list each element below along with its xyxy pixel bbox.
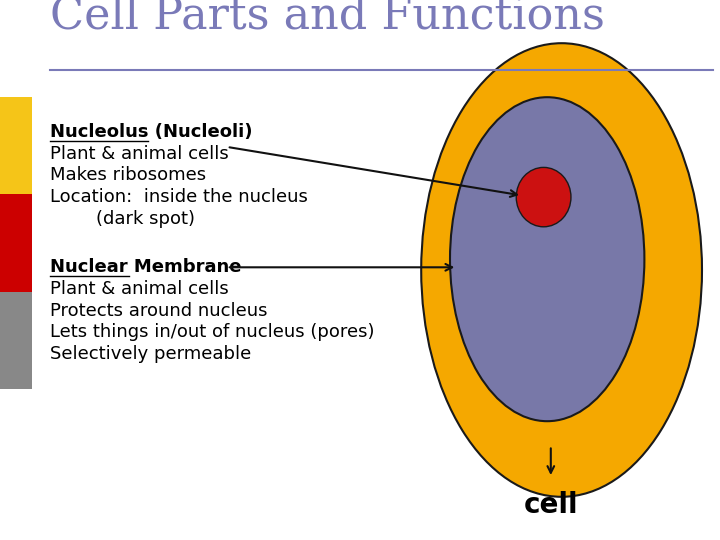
Text: Plant & animal cells: Plant & animal cells (50, 145, 229, 163)
Text: Location:  inside the nucleus: Location: inside the nucleus (50, 188, 308, 206)
Text: cell: cell (523, 491, 578, 519)
Text: Protects around nucleus: Protects around nucleus (50, 301, 268, 320)
Text: Plant & animal cells: Plant & animal cells (50, 280, 229, 298)
Bar (0, 194, 32, 292)
Text: Lets things in/out of nucleus (pores): Lets things in/out of nucleus (pores) (50, 323, 375, 341)
Ellipse shape (421, 43, 702, 497)
Text: Makes ribosomes: Makes ribosomes (50, 166, 207, 185)
Text: Nucleolus (Nucleoli): Nucleolus (Nucleoli) (50, 123, 253, 141)
Bar (0, 292, 32, 389)
Text: (dark spot): (dark spot) (50, 210, 195, 228)
Text: Cell Parts and Functions: Cell Parts and Functions (50, 0, 606, 38)
Ellipse shape (516, 167, 571, 227)
Text: Nuclear Membrane: Nuclear Membrane (50, 258, 242, 276)
Ellipse shape (450, 97, 644, 421)
Text: Selectively permeable: Selectively permeable (50, 345, 252, 363)
Bar (0, 97, 32, 194)
